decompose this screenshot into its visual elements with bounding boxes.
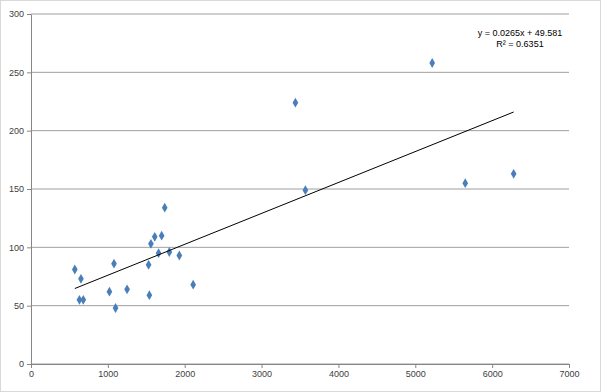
grid	[31, 14, 569, 364]
tick-mark	[27, 72, 31, 73]
tick-label: 6000	[483, 369, 503, 379]
tick-mark	[27, 189, 31, 190]
point	[148, 239, 154, 249]
grid-line	[31, 72, 569, 73]
point	[113, 303, 119, 313]
tick-label: 100	[9, 243, 24, 253]
tick-mark	[415, 364, 416, 368]
tick: 1000	[98, 364, 118, 379]
grid-line	[31, 247, 569, 248]
grid-line	[31, 189, 569, 190]
tick-mark	[338, 364, 339, 368]
tick-label: 0	[29, 369, 34, 379]
point	[111, 259, 117, 269]
tick-mark	[27, 306, 31, 307]
axis-line	[31, 15, 32, 365]
tick-label: 200	[9, 126, 24, 136]
tick-label: 7000	[559, 369, 579, 379]
tick: 4000	[329, 364, 349, 379]
tick: 5000	[406, 364, 426, 379]
point	[146, 260, 152, 270]
tick: 0	[29, 364, 34, 379]
tick: 200	[9, 126, 31, 136]
point	[162, 203, 168, 213]
tick: 7000	[559, 364, 579, 379]
tick-mark	[27, 247, 31, 248]
tick: 150	[9, 184, 31, 194]
tick-mark	[27, 364, 31, 365]
tick-label: 2000	[175, 369, 195, 379]
trendline	[75, 112, 514, 289]
tick: 6000	[483, 364, 503, 379]
tick-label: 1000	[98, 369, 118, 379]
point	[293, 98, 299, 108]
trendline-label: R² = 0.6351	[496, 39, 543, 49]
y-axis: 0 50 100 150 200 250 300	[9, 9, 32, 369]
annotations: y = 0.0265x + 49.581R² = 0.6351	[478, 28, 563, 49]
tick-label: 50	[14, 301, 24, 311]
point	[190, 280, 196, 290]
point	[303, 185, 309, 195]
axis-line	[32, 364, 570, 365]
tick-mark	[569, 364, 570, 368]
tick: 50	[14, 301, 31, 311]
tick-mark	[27, 14, 31, 15]
point	[152, 232, 158, 242]
point	[147, 290, 153, 300]
tick-label: 150	[9, 184, 24, 194]
point	[511, 169, 517, 179]
point	[166, 247, 172, 257]
tick: 0	[19, 359, 31, 369]
tick-label: 0	[19, 359, 24, 369]
tick-label: 250	[9, 68, 24, 78]
tick-label: 3000	[252, 369, 272, 379]
point	[124, 284, 130, 294]
tick: 3000	[252, 364, 272, 379]
tick-label: 4000	[329, 369, 349, 379]
point	[159, 231, 165, 241]
tick-mark	[27, 131, 31, 132]
tick-label: 5000	[406, 369, 426, 379]
tick-mark	[185, 364, 186, 368]
tick-label: 300	[9, 9, 24, 19]
x-axis: 0 1000 2000 3000 4000 5000 6000 7000	[29, 364, 580, 379]
point	[462, 178, 468, 188]
tick: 2000	[175, 364, 195, 379]
grid-line	[31, 364, 569, 365]
tick-mark	[262, 364, 263, 368]
point	[429, 58, 435, 68]
point	[80, 295, 86, 305]
tick: 100	[9, 243, 31, 253]
trendline-label: y = 0.0265x + 49.581	[478, 28, 563, 38]
chart: 0 1000 2000 3000 4000 5000 6000 7000 0 50 100 150 20…	[0, 0, 601, 392]
plot-area	[72, 58, 517, 313]
tick: 250	[9, 68, 31, 78]
point	[156, 248, 162, 258]
point	[78, 274, 84, 284]
grid-line	[31, 14, 569, 15]
tick: 300	[9, 9, 31, 19]
tick-mark	[108, 364, 109, 368]
point	[107, 287, 113, 297]
grid-line	[31, 305, 569, 306]
tick-mark	[31, 364, 32, 368]
point	[176, 251, 182, 261]
chart-frame	[1, 1, 601, 392]
point	[72, 265, 78, 275]
grid-line	[31, 130, 569, 131]
tick-mark	[492, 364, 493, 368]
